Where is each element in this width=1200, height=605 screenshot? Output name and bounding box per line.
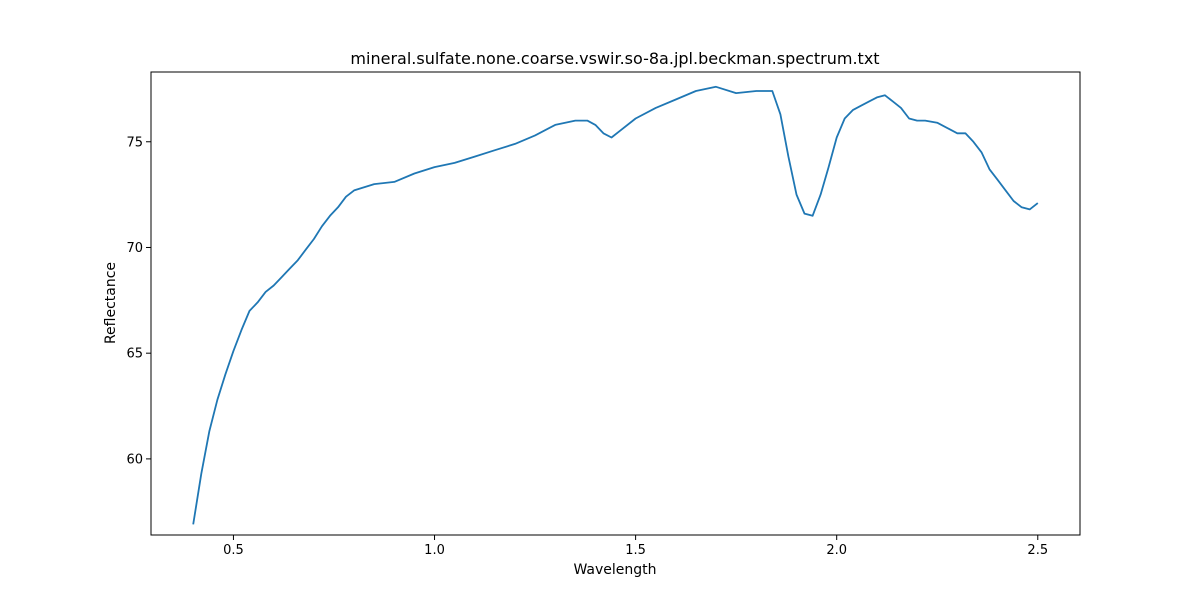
x-tick-label: 2.5 [1027, 543, 1048, 558]
y-tick-label: 75 [126, 135, 143, 150]
chart-title: mineral.sulfate.none.coarse.vswir.so-8a.… [350, 49, 879, 68]
y-tick-label: 60 [126, 452, 143, 467]
plot-frame [150, 71, 1081, 536]
y-axis-label: Reflectance [103, 262, 119, 344]
x-axis-label: Wavelength [573, 562, 656, 578]
x-tick-label: 0.5 [223, 543, 244, 558]
y-tick-label: 70 [126, 241, 143, 256]
x-tick-label: 1.0 [424, 543, 445, 558]
spectrum-series-line [192, 85, 1039, 525]
x-tick-label: 2.0 [826, 543, 847, 558]
y-tick-label: 65 [126, 347, 143, 362]
ticks-layer: 0.5 1.0 1.5 2.0 2.5 60 65 70 75 [126, 135, 1048, 558]
x-tick-label: 1.5 [625, 543, 646, 558]
